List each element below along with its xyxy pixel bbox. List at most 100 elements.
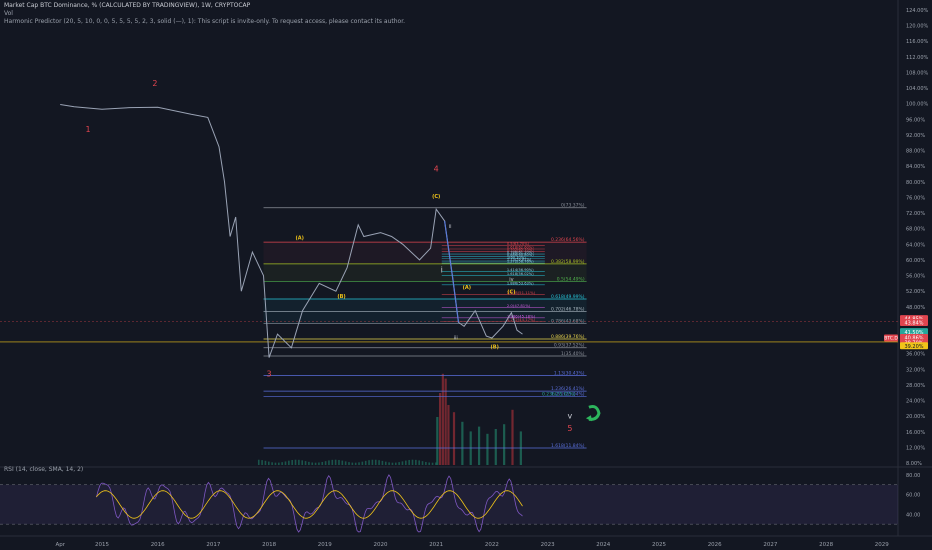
fib-level-label: 1.272(25.04%) (551, 391, 585, 397)
y-tick-label: 28.00% (906, 383, 925, 389)
y-tick-label: 36.00% (906, 352, 925, 358)
fib-level-label: 0(73.37%) (561, 203, 585, 209)
fib-cluster-label: 1.272(58.76%) (507, 260, 534, 264)
rsi-line (96, 474, 523, 533)
volume-bar (358, 462, 360, 465)
y-tick-label: 112.00% (906, 55, 928, 61)
fib-cluster-label: 0.5(63.70%) (507, 242, 530, 246)
volume-bar (405, 460, 407, 465)
y-tick-label: 88.00% (906, 149, 925, 155)
volume-bar (494, 429, 497, 465)
fib-level-label: 0.618(49.99%) (551, 294, 585, 300)
x-tick-label: 2020 (374, 542, 388, 548)
volume-bar (267, 461, 270, 465)
volume-bar (435, 462, 437, 465)
fib-zone (263, 242, 587, 264)
fib-level-label: 0.702(46.78%) (551, 307, 585, 313)
fib-cluster-label: 1(60.10%) (507, 255, 526, 259)
volume-bar (378, 460, 380, 465)
y-tick-label: 20.00% (906, 414, 925, 420)
volume-bar (361, 461, 364, 465)
volume-bar (368, 460, 370, 465)
volume-bar (384, 461, 387, 465)
volume-bar (308, 461, 310, 465)
volume-bar (348, 462, 350, 465)
volume-bar (328, 460, 330, 465)
y-tick-label: 76.00% (906, 195, 925, 201)
x-tick-label: 2015 (95, 542, 109, 548)
x-tick-label: 2023 (541, 542, 555, 548)
y-tick-label: 116.00% (906, 39, 928, 45)
volume-bar (334, 459, 337, 465)
rsi-band (0, 484, 898, 525)
volume-bar (321, 461, 324, 465)
fib-level-label: 0.93(37.52%) (554, 343, 585, 349)
x-tick-label: 2028 (819, 542, 833, 548)
wave-label: (A) (296, 236, 304, 242)
fib-level-label: 0.5(54.49%) (557, 276, 585, 282)
price-badge (900, 319, 928, 327)
x-tick-label: 2017 (206, 542, 220, 548)
volume-bar (374, 459, 377, 465)
y-tick-label: 32.00% (906, 367, 925, 373)
volume-bar (311, 462, 314, 465)
volume-bar (447, 405, 450, 465)
volume-bar (425, 461, 427, 465)
y-tick-label: 104.00% (906, 86, 928, 92)
y-tick-label: 24.00% (906, 399, 925, 405)
fib-cluster-label: 0.886(60.80%) (507, 253, 534, 257)
volume-bar (314, 462, 317, 465)
rsi-tick-label: 60.00 (906, 493, 920, 499)
wave-label: 5 (567, 424, 572, 433)
y-tick-label: 48.00% (906, 305, 925, 311)
y-tick-label: 124.00% (906, 8, 928, 14)
fib-level-label: 1.618(11.84%) (551, 443, 585, 449)
volume-bar (364, 460, 367, 465)
volume-bar (415, 459, 417, 465)
volume-bar (398, 462, 400, 465)
price-badge (900, 342, 928, 350)
fib-zone (263, 299, 587, 324)
x-tick-label: 2026 (708, 542, 722, 548)
volume-bar (338, 459, 340, 465)
y-tick-label: 56.00% (906, 274, 925, 280)
y-tick-label: 8.00% (906, 461, 922, 467)
volume-bar (331, 459, 334, 465)
wave-label: 4 (434, 165, 439, 174)
x-tick-label: 2016 (151, 542, 165, 548)
fib-level-label: 0.382(58.99%) (551, 259, 585, 265)
volume-bar (503, 424, 506, 465)
volume-bar (411, 459, 414, 465)
wave-label: (C) (432, 194, 440, 200)
fib-cluster-label: 0.702(62.10%) (507, 248, 534, 252)
volume-bar (428, 462, 431, 465)
price-badge-label: 40.86% (904, 336, 923, 342)
volume-bar (294, 459, 297, 465)
wave-label: ii (449, 224, 452, 230)
price-series-highlight (444, 220, 460, 323)
volume-bar (391, 462, 394, 465)
volume-bar (341, 460, 344, 465)
fib-level-label: 0.236(25.01%) (542, 392, 576, 398)
green-arrow-head-icon (585, 415, 592, 422)
volume-bar (264, 460, 267, 465)
symbol-tag (884, 334, 898, 342)
volume-bar (418, 460, 420, 465)
volume-bar (477, 426, 481, 465)
y-tick-label: 80.00% (906, 180, 925, 186)
volume-bar (344, 461, 347, 465)
y-tick-label: 72.00% (906, 211, 925, 217)
x-tick-label: 2029 (875, 542, 889, 548)
fib-level-label: 0.236(64.56%) (551, 237, 585, 243)
volume-bar (324, 461, 327, 465)
volume-bar (318, 462, 320, 465)
volume-bar (511, 409, 514, 465)
wave-label: 3 (267, 369, 272, 378)
volume-bar (278, 462, 280, 465)
x-tick-label: 2025 (652, 542, 666, 548)
price-badge-label: 39.20% (904, 344, 923, 350)
x-tick-label: 2018 (262, 542, 276, 548)
volume-bar (271, 462, 273, 465)
volume-label: Vol (4, 10, 13, 17)
